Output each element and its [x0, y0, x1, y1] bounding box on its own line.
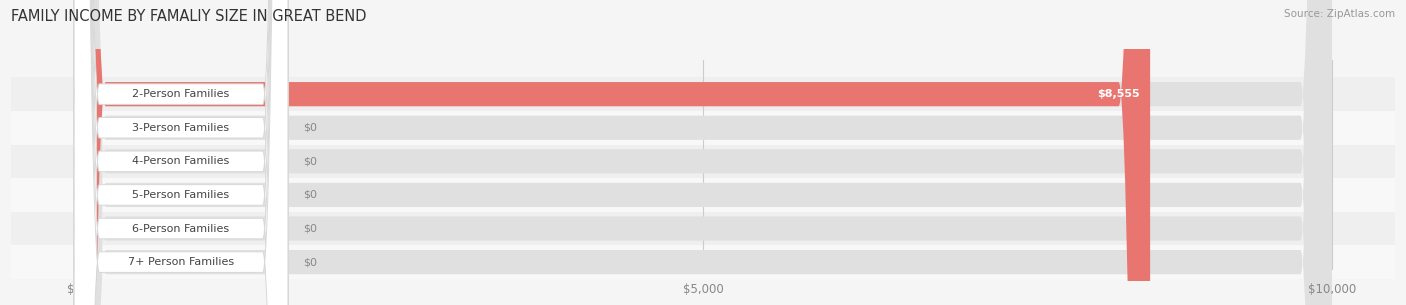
Bar [11, 212, 1395, 245]
FancyBboxPatch shape [75, 0, 1331, 305]
FancyBboxPatch shape [75, 0, 288, 305]
Text: $0: $0 [304, 123, 316, 133]
FancyBboxPatch shape [75, 0, 1331, 305]
Text: $0: $0 [304, 190, 316, 200]
Text: $0: $0 [304, 156, 316, 166]
FancyBboxPatch shape [75, 0, 1331, 305]
Text: $0: $0 [304, 224, 316, 234]
Text: 2-Person Families: 2-Person Families [132, 89, 229, 99]
FancyBboxPatch shape [75, 0, 288, 305]
FancyBboxPatch shape [75, 0, 1331, 305]
FancyBboxPatch shape [75, 0, 288, 305]
Bar [11, 111, 1395, 145]
Text: $8,555: $8,555 [1098, 89, 1140, 99]
Bar [11, 245, 1395, 279]
Text: Source: ZipAtlas.com: Source: ZipAtlas.com [1284, 9, 1395, 19]
Text: 6-Person Families: 6-Person Families [132, 224, 229, 234]
FancyBboxPatch shape [75, 0, 1331, 305]
Text: $0: $0 [304, 257, 316, 267]
FancyBboxPatch shape [75, 0, 288, 305]
FancyBboxPatch shape [75, 0, 288, 305]
Bar [11, 145, 1395, 178]
Text: 3-Person Families: 3-Person Families [132, 123, 229, 133]
Text: 4-Person Families: 4-Person Families [132, 156, 229, 166]
Text: 7+ Person Families: 7+ Person Families [128, 257, 235, 267]
Text: FAMILY INCOME BY FAMALIY SIZE IN GREAT BEND: FAMILY INCOME BY FAMALIY SIZE IN GREAT B… [11, 9, 367, 24]
Text: 5-Person Families: 5-Person Families [132, 190, 229, 200]
Bar [11, 178, 1395, 212]
FancyBboxPatch shape [75, 0, 1331, 305]
FancyBboxPatch shape [75, 0, 288, 305]
Bar [11, 77, 1395, 111]
FancyBboxPatch shape [75, 0, 1150, 305]
